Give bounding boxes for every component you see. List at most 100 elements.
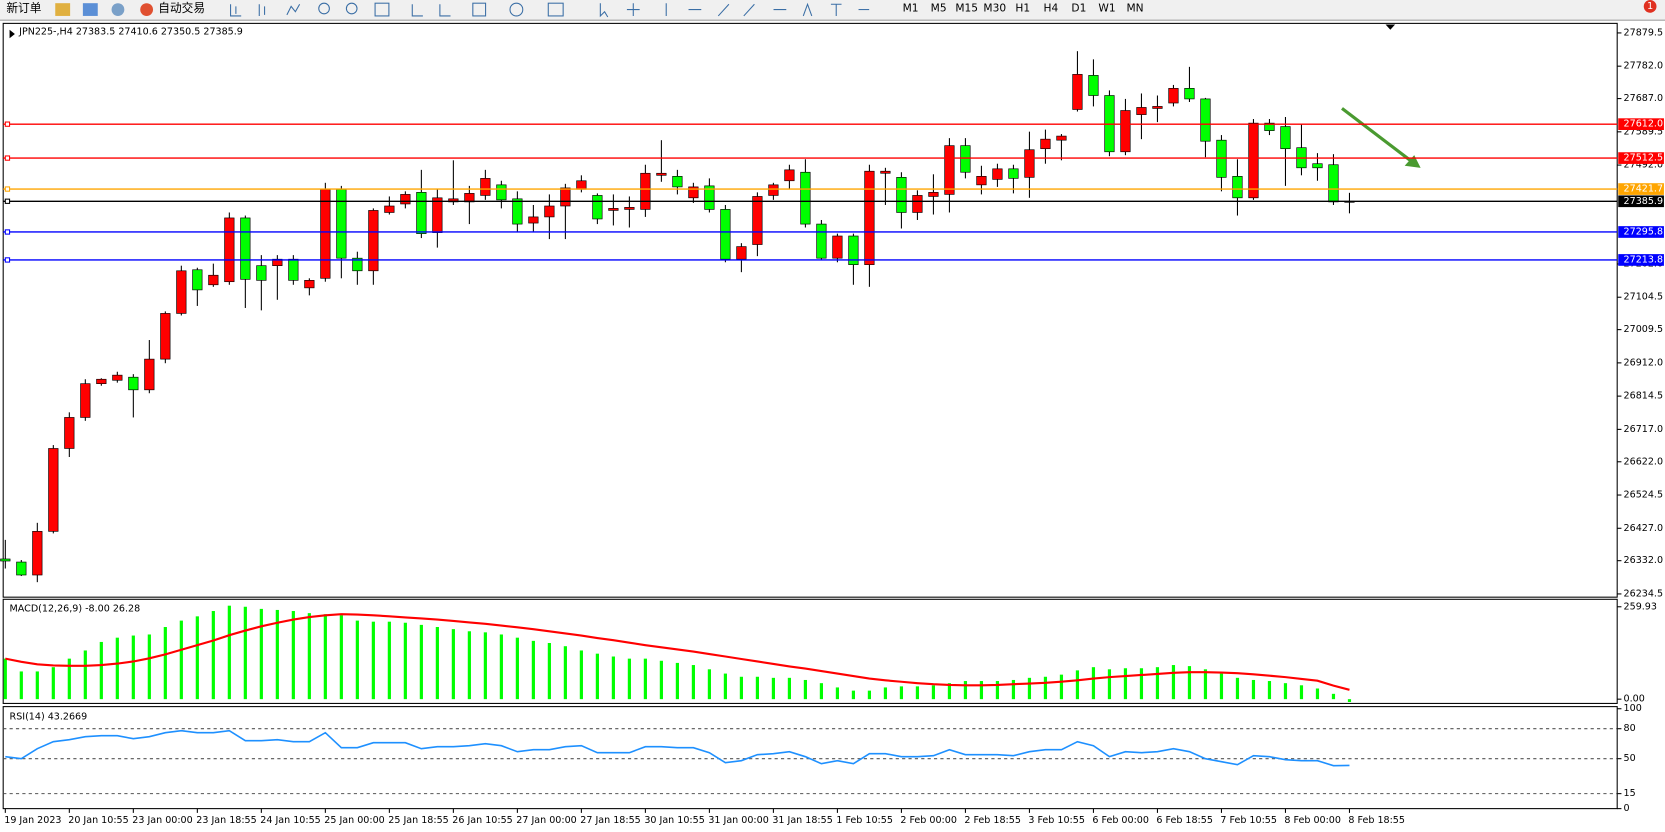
timeframe-button[interactable]: H1 (1015, 2, 1030, 15)
timeframe-button[interactable]: M5 (931, 2, 947, 15)
icon[interactable] (111, 3, 125, 16)
y-tick-label: 27687.0 (1624, 93, 1663, 104)
x-tick-label: 20 Jan 10:55 (68, 815, 128, 826)
price-label-box (1618, 254, 1664, 266)
candle-body (528, 216, 539, 224)
macd-bar (851, 690, 856, 700)
macd-bar (99, 641, 103, 700)
x-tick-label: 24 Jan 10:55 (260, 815, 320, 826)
candle-body (384, 205, 395, 213)
line-handle[interactable] (4, 186, 11, 192)
icon[interactable] (82, 3, 98, 16)
candle-body (880, 170, 891, 174)
macd-bar (83, 650, 87, 700)
icon[interactable] (509, 2, 524, 17)
icon[interactable] (230, 4, 242, 17)
price-label-box (1618, 152, 1664, 164)
macd-bar (387, 621, 391, 700)
candle-body (768, 184, 779, 196)
icon[interactable] (55, 3, 71, 16)
candle-body (128, 376, 139, 391)
icon[interactable] (411, 4, 423, 17)
notification-badge[interactable] (1643, 0, 1657, 13)
line-handle[interactable] (4, 198, 11, 204)
x-tick-label: 8 Feb 18:55 (1348, 815, 1405, 826)
macd-bar (1347, 699, 1352, 703)
icon[interactable] (626, 3, 640, 16)
timeframe-button[interactable]: D1 (1071, 2, 1086, 15)
icon[interactable] (743, 3, 787, 17)
macd-bar (3, 658, 7, 700)
macd-bar (1139, 668, 1144, 700)
icon[interactable] (318, 2, 330, 15)
macd-bar (915, 686, 920, 700)
candle-body (416, 192, 427, 234)
candle-body (432, 197, 443, 233)
macd-bar (211, 611, 215, 700)
candle-body (976, 176, 987, 186)
x-tick-label: 26 Jan 10:55 (452, 815, 512, 826)
candle-body (944, 145, 955, 195)
icon[interactable] (547, 2, 564, 17)
macd-bar (691, 665, 695, 700)
candle-body (32, 531, 43, 576)
macd-bar (963, 681, 968, 700)
candle-body (256, 265, 267, 281)
candle-body (656, 172, 667, 176)
macd-bar (515, 637, 519, 700)
timeframe-button[interactable]: M30 (983, 2, 1006, 15)
timeframe-button[interactable]: MN (1126, 2, 1143, 15)
symbol-marker (9, 29, 15, 39)
auto-trading-button[interactable]: 自动交易 (158, 1, 205, 15)
candle-body (1280, 126, 1291, 150)
macd-bar (1155, 667, 1160, 700)
timeframe-button[interactable]: H4 (1043, 2, 1058, 15)
chart-shift-marker[interactable] (1385, 24, 1396, 30)
price-label-box (1618, 183, 1664, 195)
icon[interactable] (286, 3, 301, 16)
timeframe-button[interactable]: M1 (903, 2, 919, 15)
x-tick-label: 7 Feb 10:55 (1220, 815, 1277, 826)
timeframe-button[interactable]: M15 (955, 2, 978, 15)
candle-body (1200, 98, 1211, 142)
toolbar-bg (0, 0, 1665, 21)
line-handle[interactable] (4, 155, 11, 161)
candle-body (1008, 168, 1019, 179)
candle-body (224, 217, 235, 283)
x-tick-label: 3 Feb 10:55 (1028, 815, 1085, 826)
line-handle[interactable] (4, 257, 11, 263)
icon[interactable] (665, 3, 730, 17)
line-handle[interactable] (4, 229, 11, 235)
macd-bar (435, 627, 439, 700)
candle-body (512, 198, 523, 225)
candle-body (560, 187, 571, 207)
icon[interactable] (258, 4, 266, 16)
icon[interactable] (472, 2, 487, 17)
candle-body (864, 170, 875, 265)
new-order-button[interactable]: 新订单 (6, 1, 41, 15)
candle-body (800, 171, 811, 225)
icon[interactable] (374, 2, 390, 17)
x-tick-label: 23 Jan 18:55 (196, 815, 256, 826)
candle-body (928, 192, 939, 197)
icon[interactable] (599, 3, 609, 18)
icon[interactable] (802, 2, 842, 17)
macd-bar (451, 629, 455, 700)
candle-body (336, 188, 347, 259)
auto-trading-icon[interactable] (140, 3, 154, 16)
icon[interactable] (345, 2, 358, 15)
y-tick-label: 26912.0 (1624, 357, 1663, 368)
icon[interactable] (439, 4, 451, 17)
y-tick-label: 50 (1624, 753, 1636, 764)
candle-body (1264, 122, 1275, 131)
timeframe-button[interactable]: W1 (1098, 2, 1115, 15)
candle-body (544, 205, 555, 218)
line-handle[interactable] (4, 121, 11, 127)
candle-body (1136, 107, 1147, 115)
x-tick-label: 25 Jan 00:00 (324, 815, 384, 826)
x-tick-label: 23 Jan 00:00 (132, 815, 192, 826)
macd-bar (867, 690, 872, 700)
macd-bar (931, 685, 936, 700)
candle-body (688, 186, 699, 199)
macd-bar (1059, 674, 1064, 700)
